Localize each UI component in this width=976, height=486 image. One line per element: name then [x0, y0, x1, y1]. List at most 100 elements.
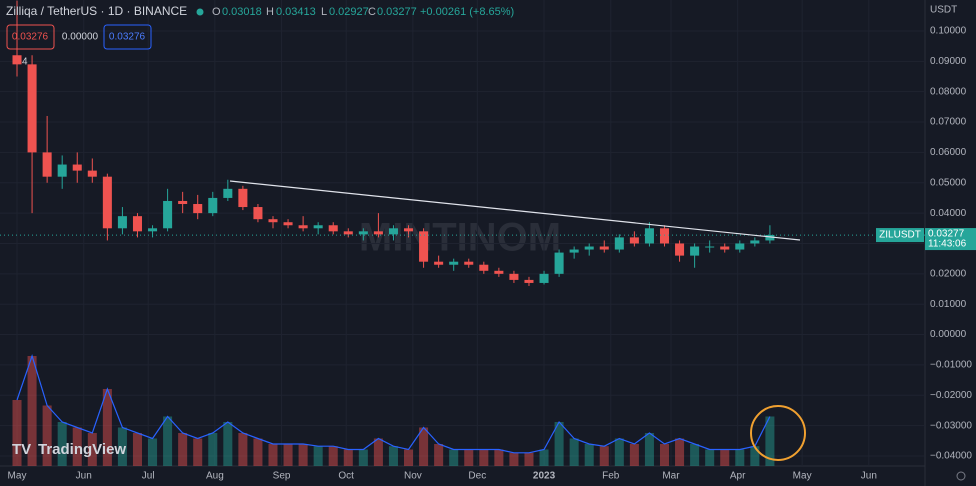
volume-bar: [419, 427, 429, 466]
volume-bar: [614, 438, 624, 466]
volume-bar: [629, 444, 639, 466]
x-tick-label: Mar: [662, 471, 680, 482]
x-tick-label: May: [8, 471, 27, 482]
countdown-label: 11:43:06: [928, 239, 967, 250]
y-tick-label: 0.09000: [930, 56, 967, 67]
volume-bar: [358, 449, 368, 466]
indicator-count[interactable]: 4: [22, 57, 28, 68]
ticker-tag: [876, 228, 924, 243]
volume-bar: [298, 444, 308, 466]
candle-body: [524, 279, 534, 283]
volume-bar: [569, 438, 579, 466]
volume-bar: [750, 446, 760, 466]
ohlc-change: +0.00261 (+8.65%): [420, 6, 514, 18]
volume-line: [16, 354, 771, 454]
candle-body: [449, 261, 459, 265]
x-tick-label: Dec: [468, 471, 486, 482]
candle-body: [599, 246, 609, 250]
candle-body: [238, 188, 248, 208]
brand-mark: TV: [12, 441, 31, 458]
candle-body: [298, 225, 308, 229]
price-tag-label: 0.03277: [928, 229, 965, 240]
y-tick-label: 0.02000: [930, 268, 967, 279]
volume-bar: [313, 446, 323, 466]
y-tick-label: 0.08000: [930, 86, 967, 97]
volume-bar: [328, 446, 338, 466]
volume-bar: [148, 438, 158, 466]
buy-box[interactable]: [103, 24, 152, 50]
y-tick-label: 0.07000: [930, 117, 967, 128]
currency[interactable]: USDT: [930, 5, 957, 16]
candle-body: [720, 246, 730, 250]
candle-body: [373, 231, 383, 235]
candle-body: [283, 222, 293, 226]
volume-bar: [404, 449, 414, 466]
volume-bar: [449, 449, 459, 466]
x-tick-label: Sep: [273, 471, 291, 482]
candle-body: [57, 164, 67, 177]
candle-body: [464, 261, 474, 265]
volume-bar: [509, 452, 519, 466]
highlight-circle[interactable]: [750, 405, 806, 461]
settings-icon[interactable]: [956, 471, 966, 481]
volume-bar: [27, 356, 37, 466]
trend-line[interactable]: [229, 180, 801, 241]
y-tick-label: 0.06000: [930, 147, 967, 158]
volume-bar: [42, 405, 52, 466]
volume-bar: [57, 422, 67, 466]
watermark: MINTINOM: [359, 216, 561, 260]
volume-bar: [117, 427, 127, 466]
candle-body: [569, 249, 579, 253]
candle-body: [208, 197, 218, 214]
x-tick-label: May: [793, 471, 812, 482]
brand-logo[interactable]: TradingView: [38, 441, 126, 458]
volume-bar: [268, 444, 278, 466]
y-tick-label: −0.04000: [930, 451, 972, 462]
candle-body: [494, 270, 504, 274]
symbol-title[interactable]: Zilliqa / TetherUS · 1D · BINANCE: [6, 4, 187, 18]
candle-body: [388, 228, 398, 235]
volume-bar: [178, 433, 188, 466]
ticker-label: ZILUSDT: [879, 230, 921, 241]
candle-body: [268, 219, 278, 223]
candle-body: [404, 228, 414, 232]
candle-body: [117, 216, 127, 229]
candle-body: [675, 243, 685, 256]
candle-body: [735, 243, 745, 250]
volume-bar: [584, 444, 594, 466]
y-tick-label: 0.00000: [930, 329, 967, 340]
x-tick-label: 2023: [533, 471, 556, 482]
candle-body: [313, 225, 323, 229]
candle-body: [223, 188, 233, 198]
volume-bar: [494, 449, 504, 466]
volume-bar: [208, 433, 218, 466]
ohlc-value: 0.02927: [329, 6, 369, 18]
candle-body: [479, 264, 489, 271]
candle-body: [584, 246, 594, 250]
volume-bar: [132, 433, 142, 466]
candle-body: [358, 231, 368, 235]
candle-body: [193, 204, 203, 214]
ohlc-value: 0.03018: [222, 6, 262, 18]
volume-bar: [659, 444, 670, 466]
volume-bar: [238, 433, 248, 466]
volume-bar: [434, 444, 444, 466]
plot-area: [0, 0, 925, 466]
candle-body: [659, 228, 670, 244]
volume-bar: [464, 449, 474, 466]
candle-body: [419, 231, 429, 262]
volume-bar: [479, 449, 489, 466]
sell-box[interactable]: [6, 24, 55, 50]
candle-body: [42, 152, 52, 177]
volume-bar: [102, 389, 112, 466]
volume-bar: [87, 433, 97, 466]
volume-bar: [554, 422, 564, 466]
candle-body: [343, 231, 353, 235]
candle-body: [87, 170, 97, 177]
candle-body: [509, 273, 519, 280]
candle-body: [178, 200, 188, 205]
ohlc-letter: L: [321, 6, 327, 18]
sell-price: 0.03276: [12, 32, 49, 43]
y-tick-label: −0.01000: [930, 360, 972, 371]
